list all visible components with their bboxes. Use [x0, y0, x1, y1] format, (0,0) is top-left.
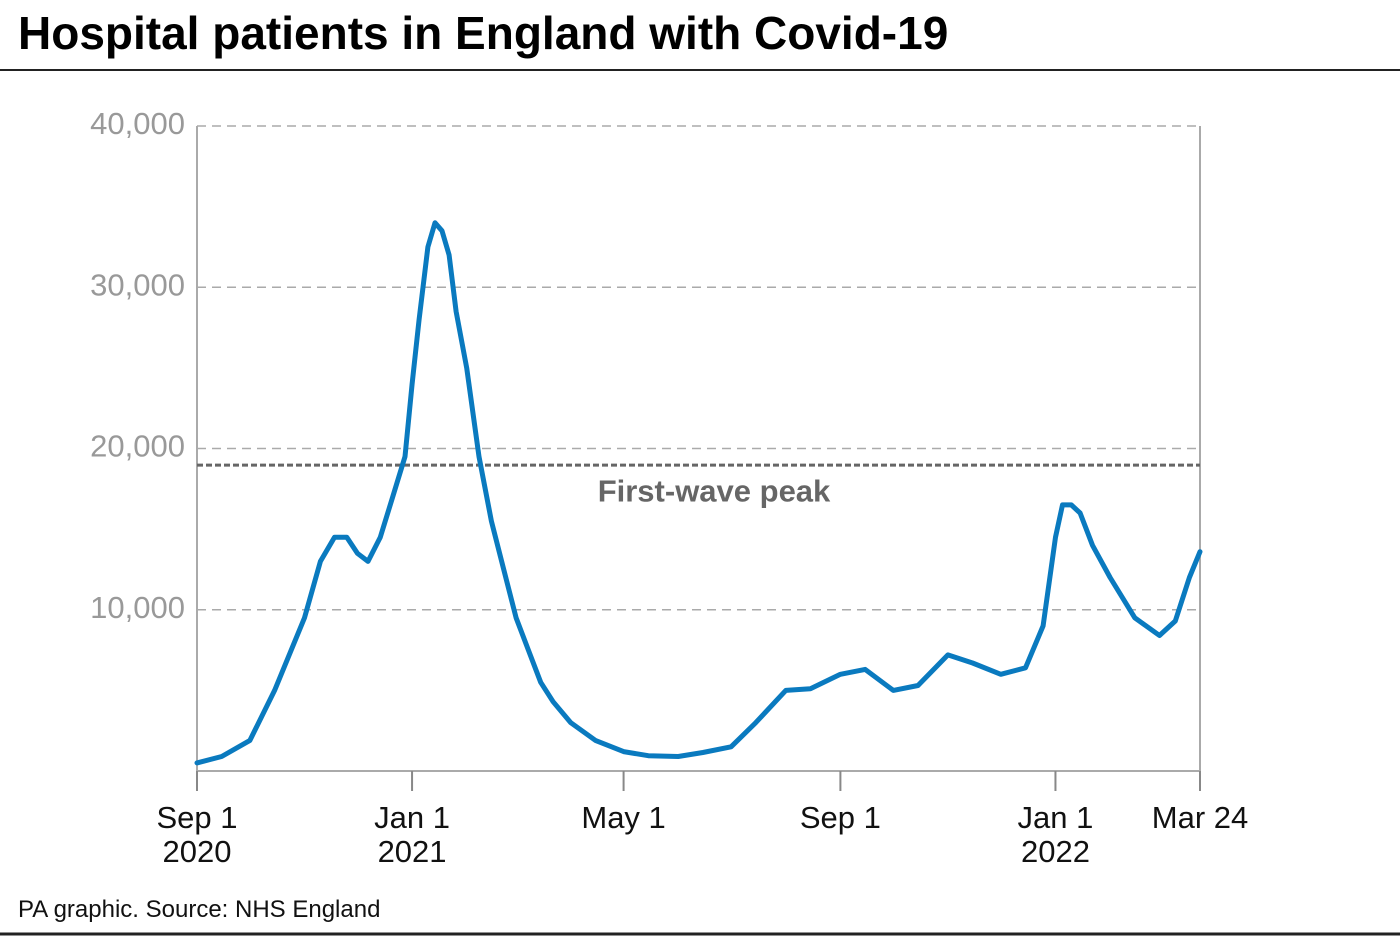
x-tick-label: Jan 1 2021 [374, 800, 450, 869]
chart-title: Hospital patients in England with Covid-… [18, 7, 949, 59]
data-line [194, 220, 1203, 766]
y-tick-label: 40,000 [90, 106, 185, 141]
y-tick-label: 30,000 [90, 267, 185, 302]
y-tick-label: 10,000 [90, 590, 185, 625]
x-tick-label: Sep 1 2020 [156, 800, 238, 869]
x-tick-label: May 1 [581, 800, 666, 835]
x-tick-label: Mar 24 [1151, 800, 1249, 835]
reference-label: First-wave peak [598, 473, 831, 508]
x-tick-label: Sep 1 [799, 800, 881, 835]
x-tick-label: Jan 1 2022 [1017, 800, 1094, 869]
source-note: PA graphic. Source: NHS England [18, 896, 381, 923]
y-tick-label: 20,000 [90, 429, 185, 464]
